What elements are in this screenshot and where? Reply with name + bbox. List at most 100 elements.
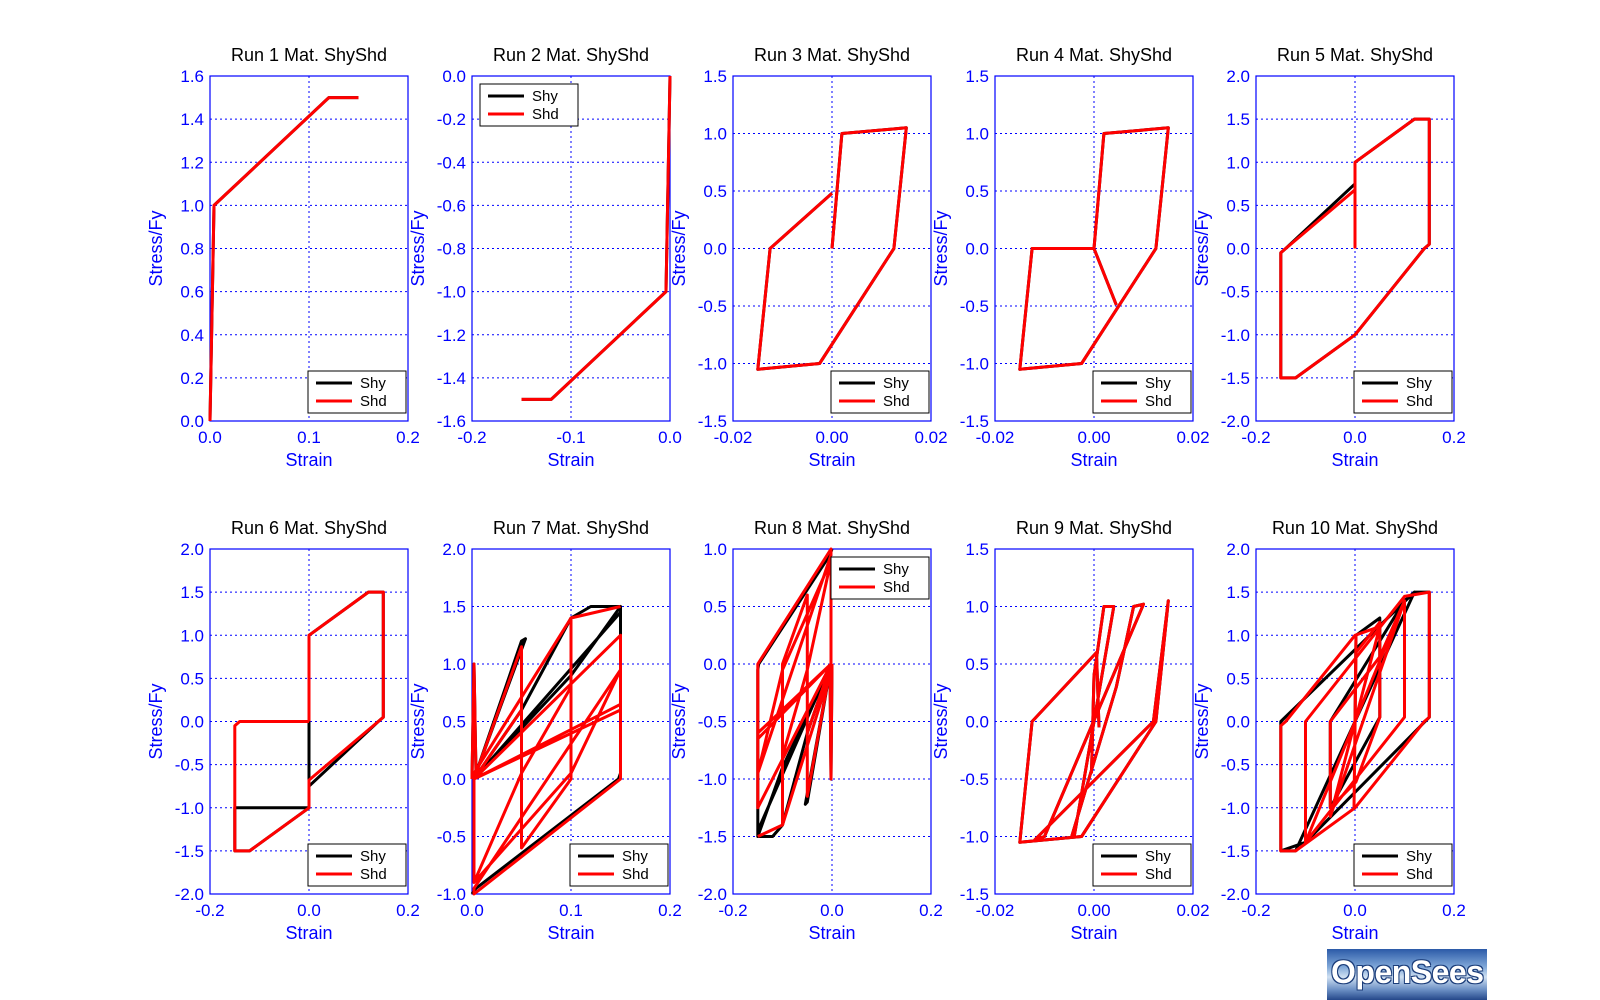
plot-frame — [732, 75, 932, 422]
y-axis-label: Stress/Fy — [1192, 683, 1212, 759]
x-tick-label: 0.2 — [396, 901, 420, 920]
y-tick-label: 1.0 — [180, 626, 204, 645]
legend-label-shd: Shd — [532, 106, 559, 123]
y-tick-label: -1.4 — [437, 369, 466, 388]
y-tick-label: -1.0 — [960, 828, 989, 847]
y-tick-label: -1.5 — [698, 828, 727, 847]
legend: ShyShd — [479, 83, 579, 127]
y-tick-label: -2.0 — [175, 885, 204, 904]
legend-label-shd: Shd — [1406, 393, 1433, 410]
y-axis-label: Stress/Fy — [146, 683, 166, 759]
plot-frame — [994, 75, 1194, 422]
y-tick-label: -0.5 — [698, 297, 727, 316]
y-tick-label: 0.4 — [180, 326, 204, 345]
y-tick-label: -0.5 — [437, 828, 466, 847]
chart-title: Run 4 Mat. ShyShd — [1016, 45, 1172, 65]
legend-label-shd: Shd — [622, 866, 649, 883]
y-tick-label: -1.0 — [437, 283, 466, 302]
chart-panel-8: -2.0 -1.5 -1.0 -0.5 0.0 0.5 1.0 -0.2 0.0 0.2 Run 8… — [669, 518, 943, 943]
y-tick-label: -1.5 — [960, 885, 989, 904]
opensees-logo-text: OpenSees — [1331, 954, 1484, 990]
y-tick-label: 0.0 — [965, 240, 989, 259]
y-tick-label: 1.6 — [180, 67, 204, 86]
x-tick-label: 0.0 — [297, 901, 321, 920]
series-line-shd — [233, 590, 385, 853]
series-line-shd — [756, 547, 834, 838]
legend: ShyShd — [307, 843, 407, 887]
y-tick-label: -1.0 — [698, 355, 727, 374]
chart-title: Run 3 Mat. ShyShd — [754, 45, 910, 65]
x-tick-label: 0.02 — [1176, 428, 1209, 447]
x-tick-label: 0.0 — [1343, 428, 1367, 447]
legend-label-shd: Shd — [360, 866, 387, 883]
chart-panel-9: -1.5 -1.0 -0.5 0.0 0.5 1.0 1.5 -0.02 0.00 0.02 Run… — [931, 518, 1210, 943]
chart-panel-7: -1.0 -0.5 0.0 0.5 1.0 1.5 2.0 0.0 0.1 0.2 Run 7 Ma… — [408, 518, 682, 943]
x-axis-label: Strain — [1070, 450, 1117, 470]
y-axis-label: Stress/Fy — [408, 210, 428, 286]
plot-frame — [994, 548, 1194, 895]
y-tick-label: 0.5 — [703, 182, 727, 201]
y-tick-label: -1.0 — [1221, 799, 1250, 818]
y-tick-label: -2.0 — [1221, 412, 1250, 431]
y-tick-label: 1.0 — [1226, 626, 1250, 645]
y-tick-label: 0.0 — [1226, 713, 1250, 732]
legend-label-shd: Shd — [1145, 393, 1172, 410]
series-line-shd — [1279, 117, 1431, 380]
series-line-shd — [1279, 590, 1431, 853]
x-tick-label: 0.2 — [1442, 428, 1466, 447]
chart-title: Run 2 Mat. ShyShd — [493, 45, 649, 65]
legend-box — [830, 370, 930, 414]
series-line-shd — [1018, 599, 1170, 844]
y-tick-label: 1.0 — [965, 125, 989, 144]
legend: ShyShd — [830, 370, 930, 414]
x-axis-label: Strain — [1331, 450, 1378, 470]
legend-label-shy: Shy — [532, 88, 558, 105]
y-tick-label: -0.8 — [437, 240, 466, 259]
x-tick-label: 0.00 — [1077, 901, 1110, 920]
y-tick-label: 1.2 — [180, 153, 204, 172]
legend: ShyShd — [569, 843, 669, 887]
chart-title: Run 9 Mat. ShyShd — [1016, 518, 1172, 538]
y-tick-label: -1.0 — [698, 770, 727, 789]
x-tick-label: 0.00 — [815, 428, 848, 447]
y-tick-label: -0.5 — [175, 756, 204, 775]
y-axis-label: Stress/Fy — [408, 683, 428, 759]
x-tick-label: -0.1 — [556, 428, 585, 447]
plot-frame — [209, 548, 409, 895]
y-tick-label: 0.0 — [703, 240, 727, 259]
x-axis-label: Strain — [808, 450, 855, 470]
legend-label-shd: Shd — [1145, 866, 1172, 883]
legend: ShyShd — [1353, 370, 1453, 414]
y-tick-label: 1.5 — [180, 583, 204, 602]
chart-title: Run 7 Mat. ShyShd — [493, 518, 649, 538]
y-tick-label: -1.5 — [1221, 369, 1250, 388]
legend-box — [569, 843, 669, 887]
legend: ShyShd — [1353, 843, 1453, 887]
legend-label-shy: Shy — [883, 561, 909, 578]
x-axis-label: Strain — [1070, 923, 1117, 943]
y-tick-label: 2.0 — [1226, 540, 1250, 559]
y-tick-label: -0.5 — [960, 770, 989, 789]
x-tick-label: 0.2 — [1442, 901, 1466, 920]
x-tick-label: -0.2 — [457, 428, 486, 447]
legend-label-shy: Shy — [1406, 375, 1432, 392]
y-tick-label: 1.5 — [703, 67, 727, 86]
y-tick-label: 2.0 — [180, 540, 204, 559]
x-axis-label: Strain — [285, 450, 332, 470]
y-tick-label: 0.0 — [180, 412, 204, 431]
chart-panel-10: -2.0 -1.5 -1.0 -0.5 0.0 0.5 1.0 1.5 2.0 -0.2 0.0 0.… — [1192, 518, 1466, 943]
x-tick-label: -0.2 — [1241, 901, 1270, 920]
plot-frame — [1255, 75, 1455, 422]
x-tick-label: -0.02 — [976, 428, 1015, 447]
series-line-shd — [756, 126, 908, 371]
x-tick-label: 0.0 — [1343, 901, 1367, 920]
legend: ShyShd — [307, 370, 407, 414]
x-tick-label: -0.2 — [195, 901, 224, 920]
legend-box — [307, 370, 407, 414]
y-tick-label: 0.5 — [180, 669, 204, 688]
y-tick-label: -1.0 — [437, 885, 466, 904]
y-tick-label: -0.6 — [437, 196, 466, 215]
y-tick-label: -1.5 — [1221, 842, 1250, 861]
y-tick-label: -0.5 — [1221, 283, 1250, 302]
